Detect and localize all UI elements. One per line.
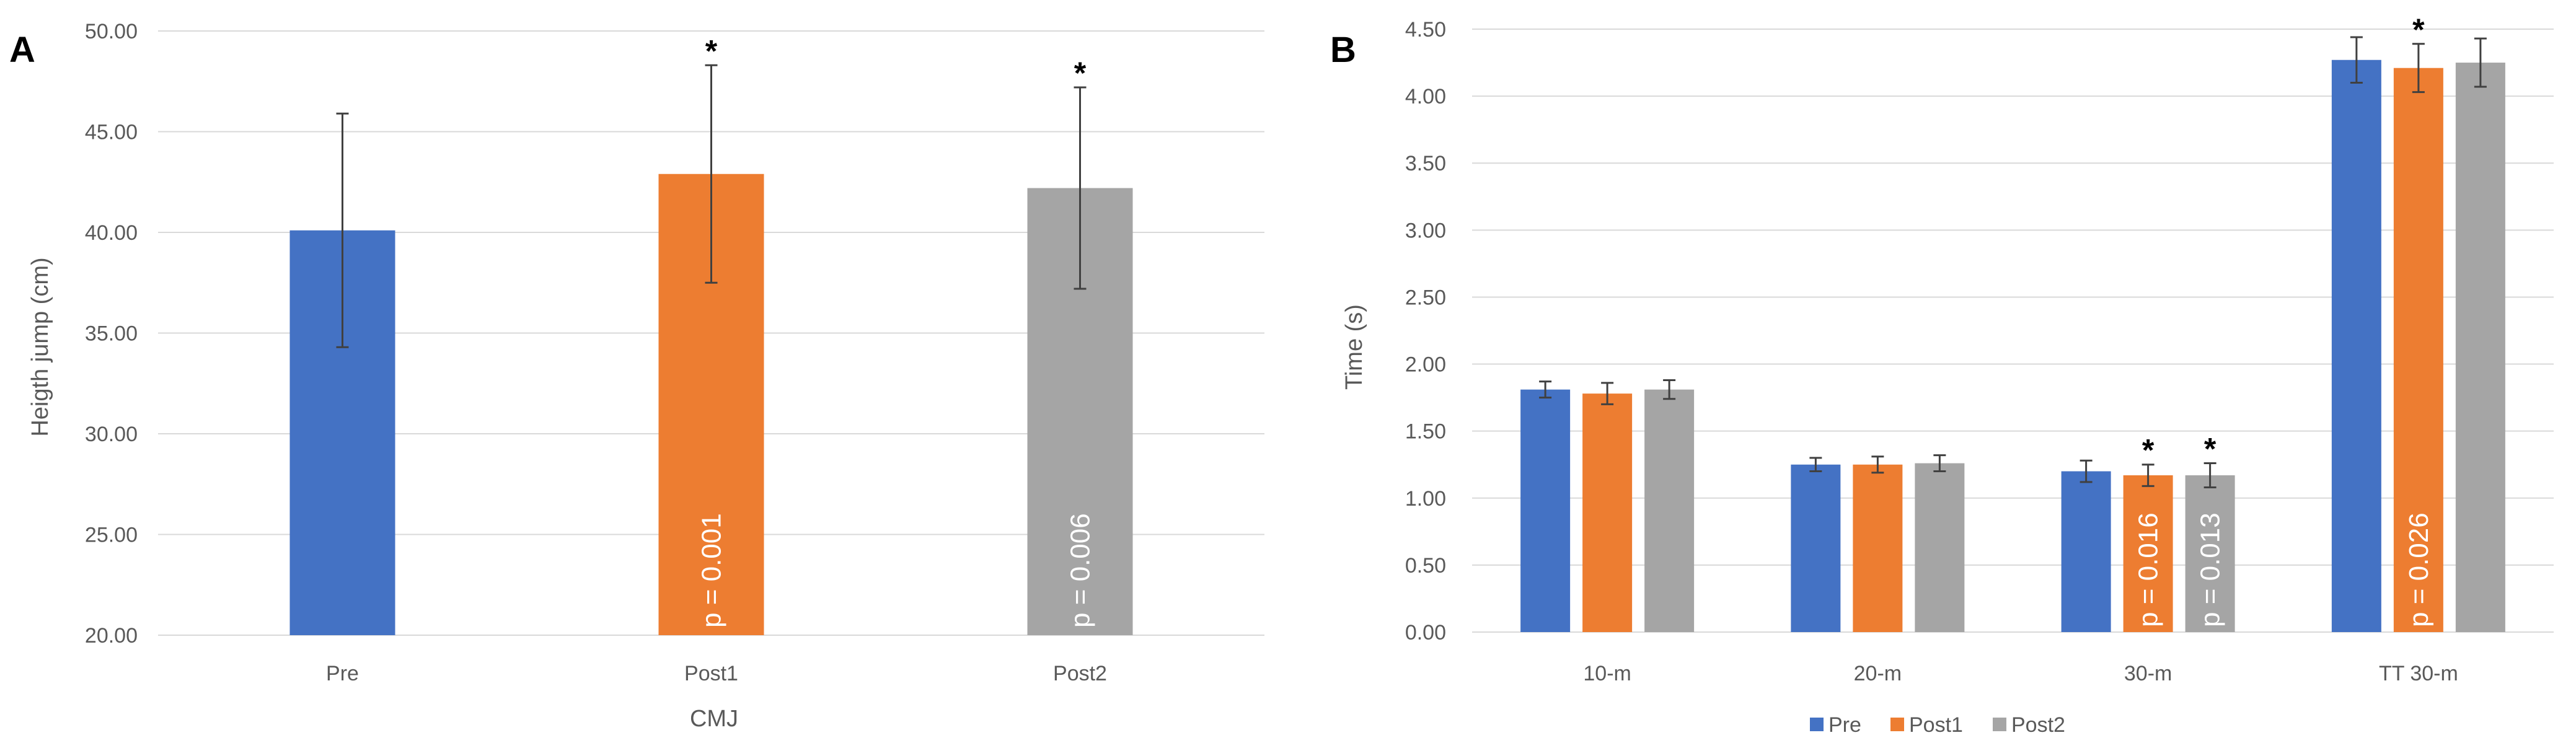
- bar-post2: [2185, 475, 2235, 632]
- bar-pre: [1520, 389, 1571, 632]
- legend-label-post1: Post1: [1909, 713, 1963, 737]
- legend-swatch-post2: [1993, 718, 2006, 731]
- y-ticks-b: 0.00 0.50 1.00 1.50 2.00 2.50 3.00 3.50 4.00 4.50: [1405, 18, 1446, 644]
- grid-b: [1472, 29, 2554, 633]
- y-tick-label-b: 1.00: [1405, 487, 1446, 511]
- y-tick-label-b: 4.50: [1405, 18, 1446, 42]
- bars-b: * p = 0.016 * p = 0.013 * p = 0.026: [1520, 12, 2505, 633]
- legend-label-post2: Post2: [2011, 713, 2065, 737]
- significance-star: *: [2204, 432, 2217, 467]
- chart-a: A Heigth jump (cm) CMJ 20.00 25.00 30.00 35…: [9, 20, 1264, 732]
- y-tick-label-a: 20.00: [85, 624, 138, 648]
- legend-label-pre: Pre: [1828, 713, 1861, 737]
- y-tick-label-a: 25.00: [85, 524, 138, 547]
- y-tick-label-b: 0.00: [1405, 621, 1446, 644]
- panel-label-a: A: [9, 30, 35, 70]
- significance-star: *: [2142, 433, 2155, 468]
- x-ticks-a: Pre Post1 Post2: [326, 662, 1107, 685]
- bar-post1: [1582, 393, 1633, 632]
- y-ticks-a: 20.00 25.00 30.00 35.00 40.00 45.00 50.00: [85, 20, 138, 648]
- y-tick-label-a: 50.00: [85, 20, 138, 43]
- y-tick-label-b: 1.50: [1405, 420, 1446, 444]
- bar-post1: [1853, 464, 1903, 632]
- panel-label-b: B: [1330, 30, 1356, 70]
- y-tick-label-a: 35.00: [85, 322, 138, 346]
- bar-post1: [2123, 475, 2173, 632]
- significance-star: *: [2412, 12, 2425, 47]
- p-value-label: p = 0.001: [697, 513, 727, 628]
- legend-swatch-pre: [1810, 718, 1824, 731]
- x-tick-label-a: Pre: [326, 662, 359, 685]
- x-axis-title-a: CMJ: [690, 706, 738, 732]
- y-axis-title-a: Heigth jump (cm): [27, 257, 53, 436]
- y-tick-label-b: 3.50: [1405, 152, 1446, 175]
- legend-b: Pre Post1 Post2: [1810, 713, 2065, 737]
- bar-post2: [2455, 63, 2505, 633]
- x-tick-label-b: 20-m: [1854, 662, 1902, 685]
- x-tick-label-a: Post1: [684, 662, 738, 685]
- x-tick-label-a: Post2: [1053, 662, 1107, 685]
- bar-post2: [1644, 389, 1695, 632]
- significance-star: *: [1074, 56, 1087, 90]
- y-tick-label-b: 4.00: [1405, 85, 1446, 108]
- significance-star: *: [705, 33, 718, 68]
- y-tick-label-b: 2.00: [1405, 353, 1446, 377]
- bar-post1: [2393, 68, 2443, 632]
- p-value-label: p = 0.013: [2195, 512, 2226, 627]
- y-tick-label-a: 30.00: [85, 423, 138, 446]
- y-tick-label-a: 45.00: [85, 121, 138, 144]
- y-tick-label-a: 40.00: [85, 221, 138, 245]
- x-tick-label-b: 30-m: [2124, 662, 2172, 685]
- p-value-label: p = 0.006: [1065, 513, 1096, 628]
- x-tick-label-b: TT 30-m: [2379, 662, 2458, 685]
- bar-post2: [1915, 463, 1965, 632]
- bars-a: * p = 0.001 * p = 0.006: [289, 33, 1133, 635]
- y-tick-label-b: 0.50: [1405, 554, 1446, 578]
- bar-pre: [2331, 59, 2381, 633]
- p-value-label: p = 0.016: [2133, 512, 2164, 627]
- chart-b: B Time (s) 0.00 0.50 1.00 1.50 2.00 2.50 3.00 3…: [1330, 12, 2554, 737]
- y-tick-label-b: 3.00: [1405, 219, 1446, 242]
- x-tick-label-b: 10-m: [1583, 662, 1631, 685]
- legend-swatch-post1: [1890, 718, 1904, 731]
- bar-pre: [2061, 471, 2111, 632]
- x-ticks-b: 10-m 20-m 30-m TT 30-m: [1583, 662, 2458, 685]
- y-tick-label-b: 2.50: [1405, 286, 1446, 309]
- p-value-label: p = 0.026: [2404, 512, 2434, 627]
- y-axis-title-b: Time (s): [1341, 304, 1367, 390]
- bar-pre: [1791, 464, 1841, 632]
